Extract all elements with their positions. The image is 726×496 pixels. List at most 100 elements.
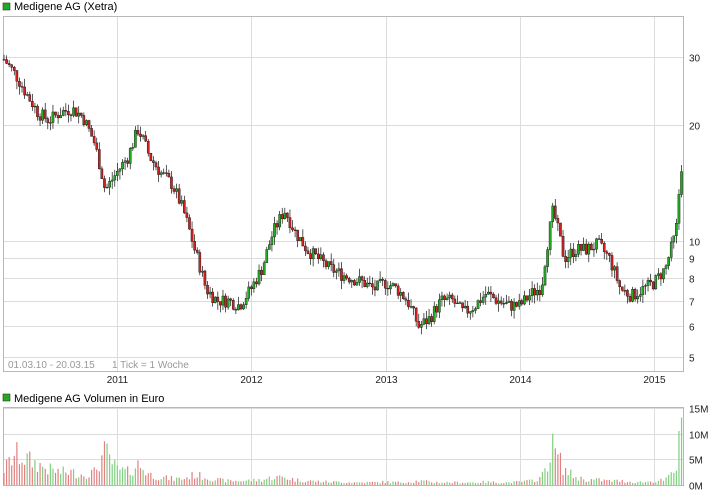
candle-body bbox=[667, 257, 670, 266]
volume-bar bbox=[307, 480, 309, 485]
volume-bar bbox=[65, 472, 67, 485]
volume-bar bbox=[315, 481, 317, 485]
candle-body bbox=[219, 301, 222, 306]
volume-bars bbox=[3, 417, 683, 485]
candle-body bbox=[505, 302, 508, 304]
candle-body bbox=[82, 115, 86, 125]
candle-body bbox=[556, 218, 560, 224]
volume-bar bbox=[637, 481, 639, 485]
volume-bar bbox=[114, 459, 116, 485]
volume-bar bbox=[428, 481, 430, 485]
volume-bar bbox=[374, 481, 376, 485]
price-y-tick-label: 5 bbox=[689, 354, 695, 365]
candle-body bbox=[355, 282, 359, 286]
volume-bar bbox=[601, 481, 603, 485]
candle-body bbox=[90, 128, 93, 137]
candle-body bbox=[316, 253, 320, 259]
candle-body bbox=[553, 205, 557, 219]
candle-body bbox=[77, 112, 81, 117]
volume-bar bbox=[106, 443, 108, 485]
candle-body bbox=[512, 302, 516, 311]
volume-bar bbox=[98, 471, 100, 485]
volume-bar bbox=[528, 479, 531, 485]
candle-body bbox=[615, 266, 619, 281]
volume-y-tick-label: 0M bbox=[689, 482, 703, 493]
volume-bar bbox=[351, 483, 353, 485]
candle-body bbox=[10, 64, 14, 68]
candle-body bbox=[600, 238, 603, 244]
volume-bar bbox=[518, 481, 520, 485]
candle-body bbox=[383, 280, 387, 289]
candle-body bbox=[499, 300, 503, 304]
volume-bar bbox=[343, 482, 345, 485]
volume-bar bbox=[250, 481, 252, 485]
candle-body bbox=[365, 282, 369, 287]
candle-body bbox=[36, 105, 39, 118]
candle-body bbox=[394, 283, 397, 287]
volume-bar bbox=[137, 460, 139, 485]
volume-bar bbox=[613, 479, 616, 485]
candle-body bbox=[456, 302, 459, 305]
volume-bar bbox=[469, 482, 471, 485]
candle-body bbox=[100, 168, 104, 179]
candle-body bbox=[92, 136, 96, 144]
volume-bar bbox=[549, 462, 551, 485]
candle-body bbox=[633, 289, 637, 300]
volume-bar bbox=[253, 478, 255, 485]
price-plot-frame bbox=[3, 16, 684, 372]
candle-body bbox=[304, 245, 307, 252]
candle-body bbox=[139, 133, 142, 137]
candle-body bbox=[582, 243, 585, 251]
candle-body bbox=[422, 318, 426, 325]
candle-body bbox=[662, 268, 665, 280]
candle-body bbox=[33, 105, 37, 108]
volume-bar bbox=[299, 481, 301, 485]
volume-bar bbox=[572, 478, 574, 485]
volume-bar bbox=[139, 468, 142, 485]
candle-body bbox=[152, 160, 155, 163]
candle-body bbox=[198, 252, 202, 273]
candle-body bbox=[116, 170, 119, 176]
volume-bar bbox=[394, 482, 397, 485]
candle-body bbox=[461, 302, 464, 309]
candle-body bbox=[659, 273, 663, 280]
volume-bar bbox=[194, 478, 196, 485]
volume-bar bbox=[291, 478, 294, 485]
volume-bar bbox=[268, 476, 270, 485]
candle-body bbox=[309, 253, 312, 260]
volume-bar bbox=[72, 468, 75, 485]
candle-body bbox=[577, 244, 580, 255]
candle-body bbox=[87, 120, 91, 129]
candle-body bbox=[250, 286, 253, 289]
volume-bar bbox=[629, 481, 631, 485]
volume-bar bbox=[454, 481, 456, 485]
volume-bar bbox=[544, 468, 546, 485]
candle-body bbox=[113, 175, 117, 181]
candle-body bbox=[391, 283, 395, 286]
candle-body bbox=[517, 300, 521, 307]
volume-bar bbox=[309, 480, 312, 485]
candle-body bbox=[157, 166, 160, 175]
candle-body bbox=[273, 223, 276, 238]
candle-body bbox=[170, 176, 173, 189]
volume-bar bbox=[593, 479, 595, 485]
candle-body bbox=[584, 243, 588, 255]
volume-bar bbox=[402, 482, 404, 485]
volume-panel: Medigene AG Volumen in Euro 0M 5M 10M 15M bbox=[2, 393, 708, 493]
volume-bar bbox=[387, 481, 389, 485]
volume-bar bbox=[521, 481, 523, 485]
candle-body bbox=[474, 308, 477, 311]
candle-body bbox=[559, 222, 562, 237]
volume-bar bbox=[554, 448, 556, 485]
candle-body bbox=[657, 273, 660, 276]
volume-bar bbox=[467, 482, 469, 485]
candle-body bbox=[231, 300, 235, 310]
volume-bar bbox=[222, 478, 224, 485]
volume-bar bbox=[13, 456, 15, 485]
candle-body bbox=[329, 261, 333, 265]
candle-body bbox=[268, 244, 271, 250]
candle-body bbox=[159, 172, 163, 175]
volume-bar bbox=[379, 483, 381, 485]
volume-bar bbox=[451, 483, 453, 485]
volume-bar bbox=[121, 467, 124, 485]
